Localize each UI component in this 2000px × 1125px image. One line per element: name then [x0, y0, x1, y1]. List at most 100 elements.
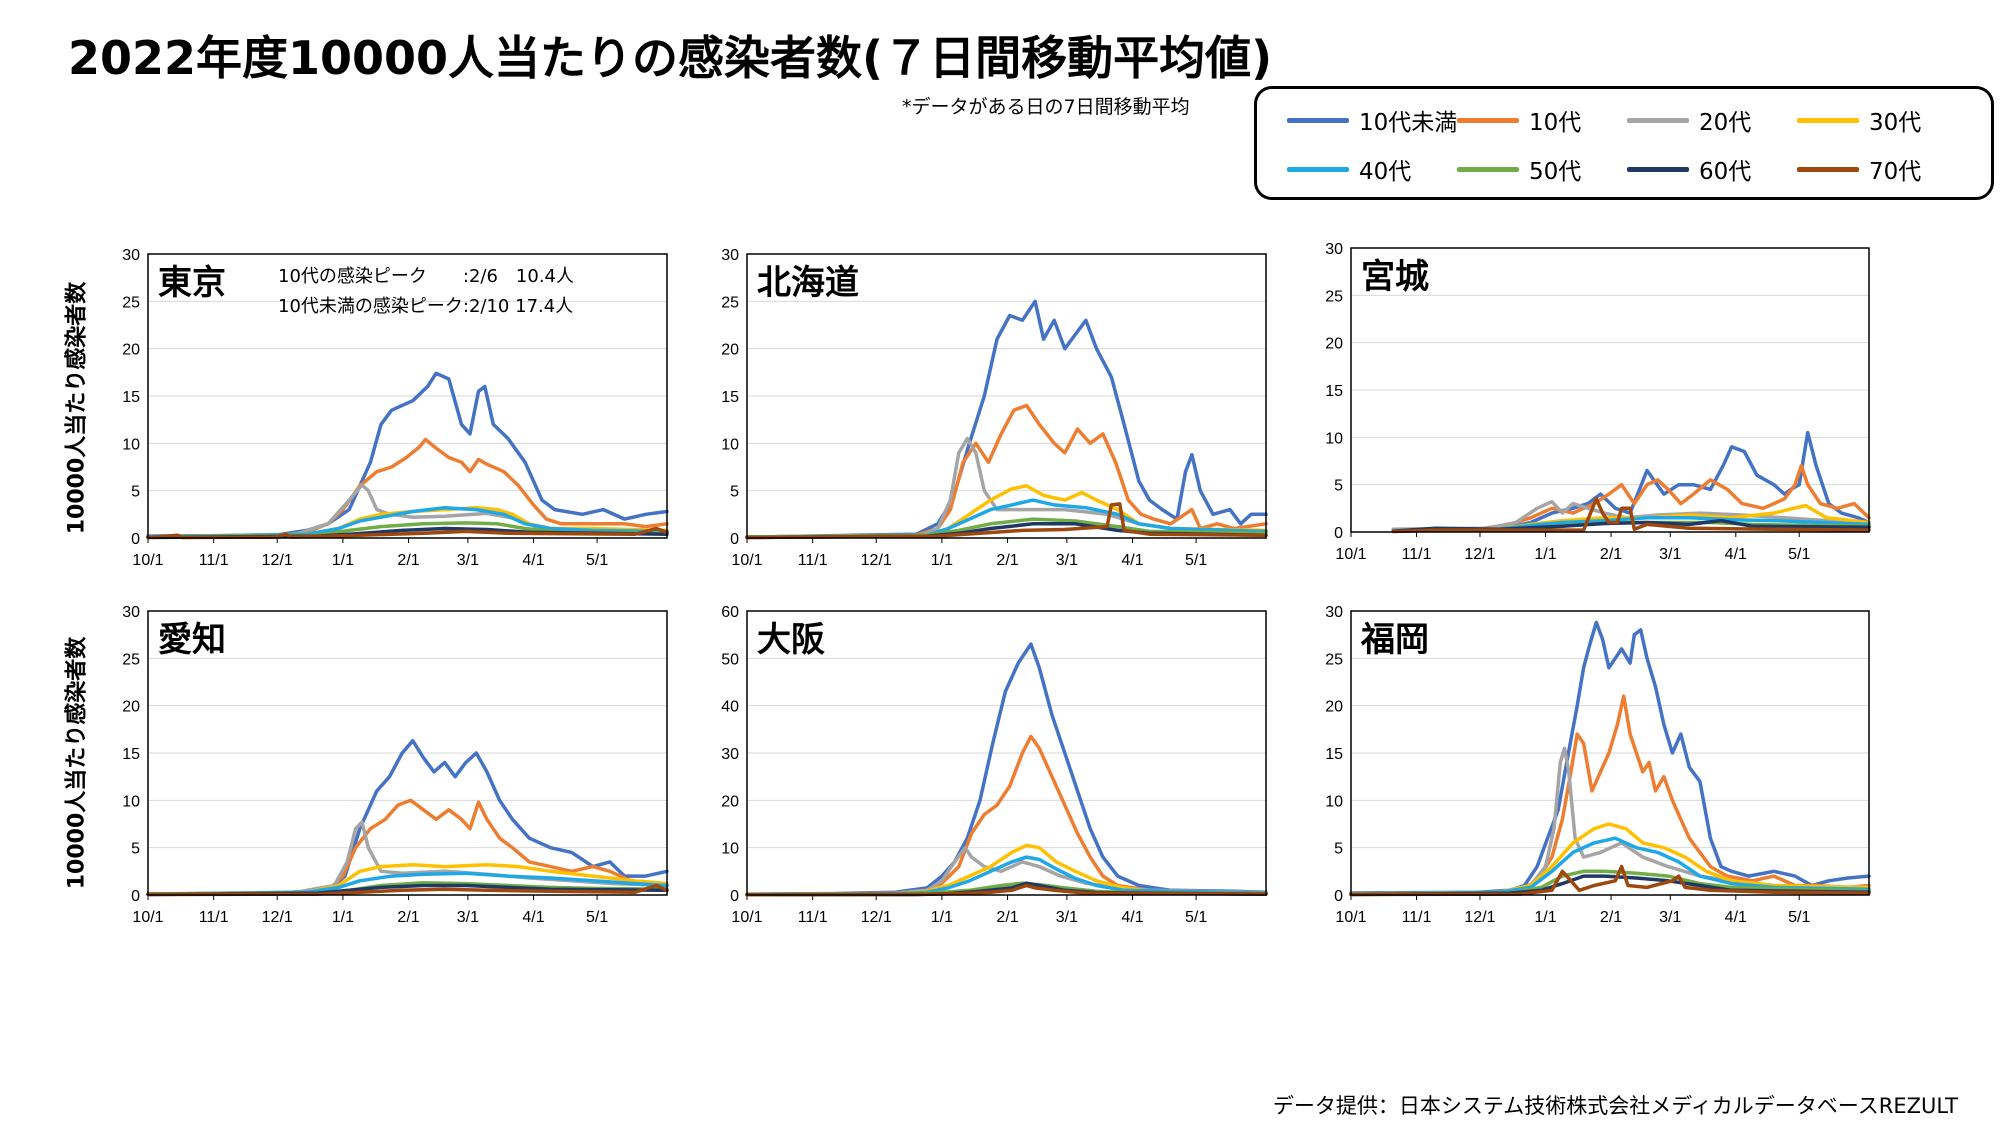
- y-tick-label: 30: [721, 746, 739, 763]
- y-tick-label: 10: [721, 841, 739, 858]
- series-line-70代: [1391, 497, 1871, 534]
- y-tick-label: 0: [730, 531, 739, 548]
- x-tick-label: 11/1: [1402, 546, 1432, 563]
- x-tick-label: 3/1: [1056, 552, 1078, 569]
- y-tick-label: 20: [122, 342, 140, 359]
- x-tick-label: 11/1: [1402, 909, 1432, 926]
- x-tick-label: 1/1: [332, 909, 354, 926]
- series-line-50代: [146, 521, 669, 539]
- legend-item: 40代: [1287, 152, 1411, 186]
- legend-swatch: [1797, 166, 1859, 172]
- x-tick-label: 4/1: [522, 552, 544, 569]
- y-tick-label: 25: [122, 651, 140, 668]
- x-tick-label: 2/1: [1600, 909, 1622, 926]
- region-title: 福岡: [1360, 620, 1429, 660]
- y-tick-label: 20: [721, 793, 739, 810]
- series-line-40代: [146, 871, 669, 896]
- x-tick-label: 11/1: [199, 552, 229, 569]
- x-tick-label: 2/1: [996, 909, 1018, 926]
- x-tick-label: 1/1: [931, 552, 953, 569]
- y-tick-label: 20: [1325, 699, 1343, 716]
- x-tick-label: 12/1: [1464, 546, 1495, 563]
- legend-label: 10代未満: [1359, 110, 1458, 136]
- series-line-70代: [745, 502, 1268, 540]
- chart-legend: 10代未満 10代 20代 30代 40代 50代 60代 70代: [1254, 86, 1994, 200]
- legend-item: 10代: [1457, 103, 1581, 137]
- legend-label: 30代: [1869, 110, 1922, 136]
- legend-item: 20代: [1627, 103, 1751, 137]
- series-line-40代: [745, 498, 1268, 539]
- x-tick-label: 2/1: [1600, 546, 1622, 563]
- y-tick-label: 15: [122, 746, 140, 763]
- x-tick-label: 12/1: [861, 909, 892, 926]
- y-tick-label: 25: [1325, 651, 1343, 668]
- x-tick-label: 12/1: [262, 909, 293, 926]
- plot-frame: [147, 610, 668, 896]
- series-line-10代: [146, 437, 669, 539]
- legend-item: 10代未満: [1287, 103, 1457, 137]
- region-title: 愛知: [158, 620, 226, 660]
- region-title: 大阪: [757, 620, 825, 660]
- series-line-40代: [146, 505, 669, 539]
- x-tick-label: 4/1: [1121, 552, 1143, 569]
- x-tick-label: 10/1: [1335, 546, 1366, 563]
- y-tick-label: 5: [131, 841, 140, 858]
- x-tick-label: 4/1: [1121, 909, 1143, 926]
- x-tick-label: 11/1: [199, 909, 229, 926]
- y-tick-label: 60: [721, 604, 739, 621]
- y-tick-label: 30: [1325, 604, 1343, 621]
- legend-label: 60代: [1699, 159, 1752, 185]
- x-tick-label: 5/1: [586, 552, 608, 569]
- average-note: *データがある日の7日間移動平均: [902, 96, 1190, 118]
- x-tick-label: 5/1: [1185, 909, 1207, 926]
- region-title: 東京: [158, 263, 226, 303]
- legend-swatch: [1287, 117, 1349, 123]
- y-tick-label: 15: [122, 389, 140, 406]
- x-tick-label: 2/1: [397, 552, 419, 569]
- y-tick-label: 20: [122, 699, 140, 716]
- x-tick-label: 3/1: [457, 552, 479, 569]
- legend-swatch: [1627, 117, 1689, 123]
- y-tick-label: 0: [730, 888, 739, 905]
- y-tick-label: 5: [131, 484, 140, 501]
- series-line-30代: [146, 862, 669, 896]
- x-tick-label: 3/1: [1659, 546, 1681, 563]
- legend-swatch: [1627, 166, 1689, 172]
- series-line-30代: [1349, 822, 1871, 896]
- plot-frame: [1350, 610, 1870, 896]
- x-tick-label: 12/1: [262, 552, 293, 569]
- x-tick-label: 3/1: [457, 909, 479, 926]
- x-tick-label: 1/1: [1534, 909, 1556, 926]
- x-tick-label: 5/1: [1788, 546, 1810, 563]
- legend-label: 50代: [1529, 159, 1582, 185]
- legend-item: 60代: [1627, 152, 1751, 186]
- x-tick-label: 11/1: [798, 552, 828, 569]
- y-tick-label: 50: [721, 651, 739, 668]
- x-tick-label: 3/1: [1056, 909, 1078, 926]
- x-tick-label: 11/1: [798, 909, 828, 926]
- series-line-70代: [745, 883, 1268, 897]
- y-tick-label: 10: [122, 793, 140, 810]
- y-tick-label: 40: [721, 699, 739, 716]
- x-tick-label: 4/1: [1725, 546, 1747, 563]
- x-tick-label: 10/1: [132, 552, 163, 569]
- x-tick-label: 12/1: [861, 552, 892, 569]
- series-line-40代: [1349, 836, 1871, 896]
- x-tick-label: 3/1: [1659, 909, 1681, 926]
- y-tick-label: 30: [721, 247, 739, 264]
- x-tick-label: 12/1: [1464, 909, 1495, 926]
- y-tick-label: 5: [1334, 841, 1343, 858]
- x-tick-label: 1/1: [332, 552, 354, 569]
- series-line-10代未満: [146, 738, 669, 896]
- x-tick-label: 10/1: [731, 909, 762, 926]
- series-line-70代: [1349, 864, 1871, 897]
- y-tick-label: 0: [1334, 525, 1343, 542]
- x-tick-label: 5/1: [1788, 909, 1810, 926]
- plot-frame: [746, 610, 1267, 896]
- page-title: 2022年度10000人当たりの感染者数(７日間移動平均値): [68, 31, 1273, 85]
- series-line-10代: [146, 798, 669, 896]
- y-tick-label: 20: [721, 342, 739, 359]
- y-tick-label: 30: [122, 604, 140, 621]
- peak-annotation: 10代未満の感染ピーク:2/10 17.4人: [278, 296, 573, 317]
